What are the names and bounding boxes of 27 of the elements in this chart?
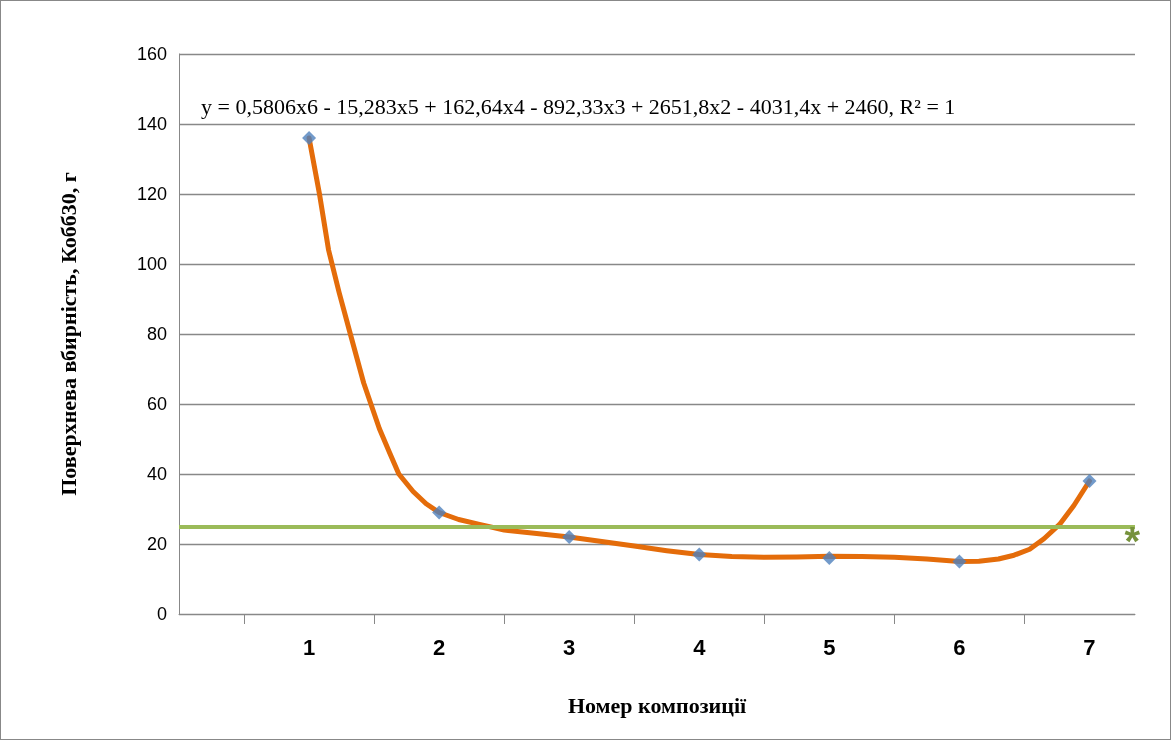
y-tick-label: 0 <box>156 604 167 624</box>
annotation: * <box>1124 519 1141 563</box>
point <box>562 530 577 544</box>
point <box>432 505 447 520</box>
x-tick-label: 3 <box>563 634 576 660</box>
y-tick-label: 160 <box>136 44 167 64</box>
annotation: y = 0,5806x6 - 15,283x5 + 162,64x4 - 892,33x3 + 2651,8x2 - 4031,4x + 2460, R² = 1 <box>201 93 956 119</box>
x-tick-label: 4 <box>693 634 707 660</box>
point <box>302 131 317 145</box>
y-tick-label: 140 <box>136 114 167 134</box>
x-axis-title: Номер композиції <box>567 692 747 718</box>
point <box>822 551 837 565</box>
y-tick-label: 20 <box>146 534 167 554</box>
y-tick-label: 120 <box>136 184 167 204</box>
x-tick-label: 5 <box>823 634 836 660</box>
x-tick-label: 1 <box>302 634 316 660</box>
y-tick-label: 60 <box>146 394 167 414</box>
point <box>692 547 707 562</box>
x-tick-label: 7 <box>1083 634 1096 660</box>
x-tick-label: 6 <box>953 634 966 660</box>
point <box>1082 474 1097 488</box>
y-axis-title: Поверхнева вбирність, Кобб30, г <box>55 172 81 496</box>
point <box>952 554 967 569</box>
y-tick-label: 40 <box>146 464 167 484</box>
x-tick-label: 2 <box>433 634 446 660</box>
y-tick-label: 100 <box>136 254 167 274</box>
y-tick-label: 80 <box>146 324 167 344</box>
